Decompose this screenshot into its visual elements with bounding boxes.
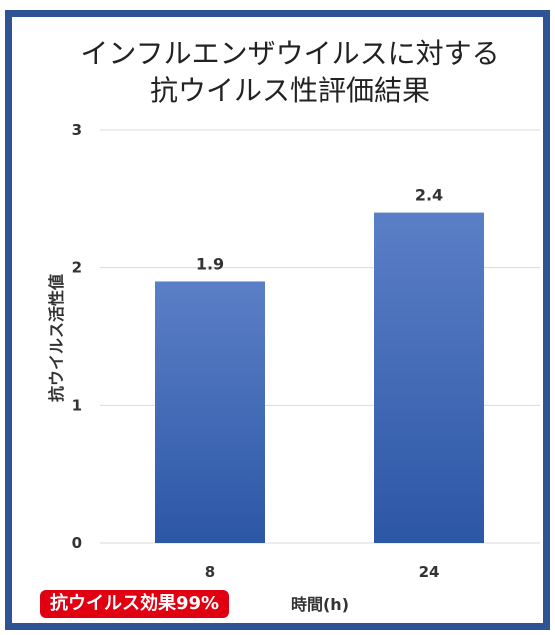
x-axis-ticks: 8 24 bbox=[205, 563, 440, 581]
y-tick-label: 2 bbox=[72, 259, 82, 277]
x-axis-label: 時間(h) bbox=[291, 595, 349, 614]
y-tick-label: 0 bbox=[72, 534, 82, 552]
y-axis-label: 抗ウイルス活性値 bbox=[47, 274, 66, 402]
bar-data-labels: 1.9 2.4 bbox=[196, 186, 443, 274]
y-tick-label: 1 bbox=[72, 396, 82, 414]
chart-title-line1: インフルエンザウイルスに対する bbox=[80, 37, 499, 70]
bar-value-label: 1.9 bbox=[196, 254, 224, 273]
y-axis-ticks: 0 1 2 3 bbox=[72, 121, 82, 552]
x-tick-label: 24 bbox=[419, 563, 440, 581]
chart-title-line2: 抗ウイルス性評価結果 bbox=[150, 74, 430, 107]
bar bbox=[374, 212, 484, 543]
antivirus-effect-badge: 抗ウイルス効果99% bbox=[40, 590, 230, 618]
bars bbox=[155, 212, 484, 543]
bar-value-label: 2.4 bbox=[415, 186, 443, 205]
x-tick-label: 8 bbox=[205, 563, 215, 581]
y-tick-label: 3 bbox=[72, 121, 82, 139]
bar bbox=[155, 281, 265, 543]
